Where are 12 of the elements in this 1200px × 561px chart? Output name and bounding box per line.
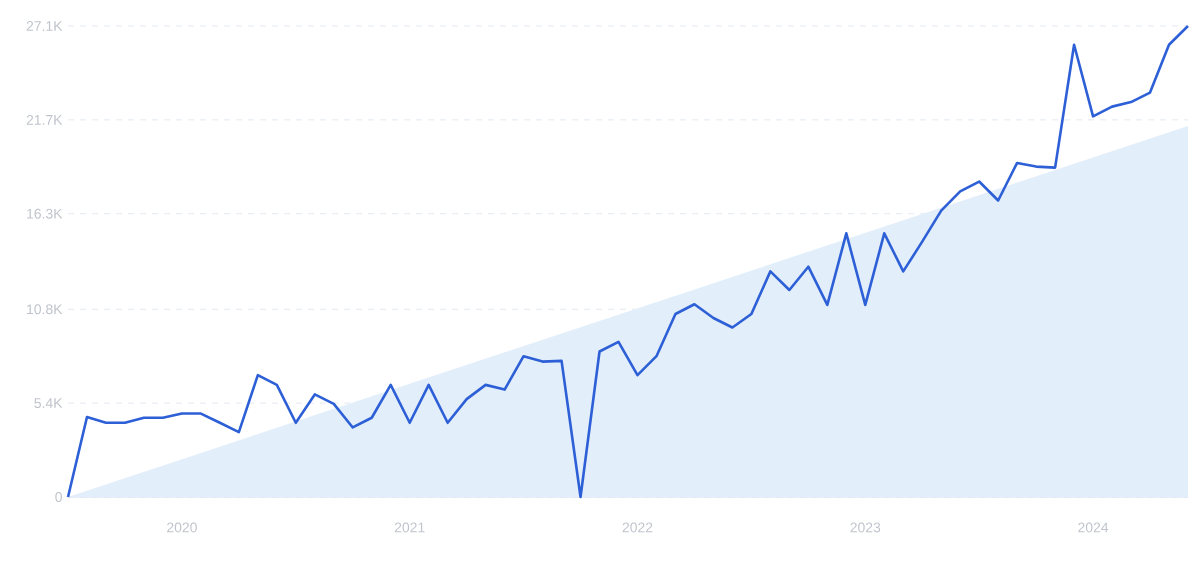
y-tick-label: 5.4K: [34, 398, 63, 408]
x-tick-label: 2024: [1078, 522, 1109, 533]
y-tick-label: 10.8K: [27, 304, 63, 315]
x-tick-label: 2021: [394, 522, 425, 533]
y-tick-label: 16.3K: [27, 208, 63, 219]
x-tick-label: 2023: [850, 522, 881, 533]
x-tick-label: 2022: [622, 522, 653, 533]
y-tick-label: 0: [55, 492, 62, 502]
x-tick-label: 2020: [167, 522, 197, 533]
y-tick-label: 27.1K: [26, 21, 63, 31]
y-tick-label: 21.7K: [26, 114, 63, 125]
line-series: [66, 24, 1190, 499]
